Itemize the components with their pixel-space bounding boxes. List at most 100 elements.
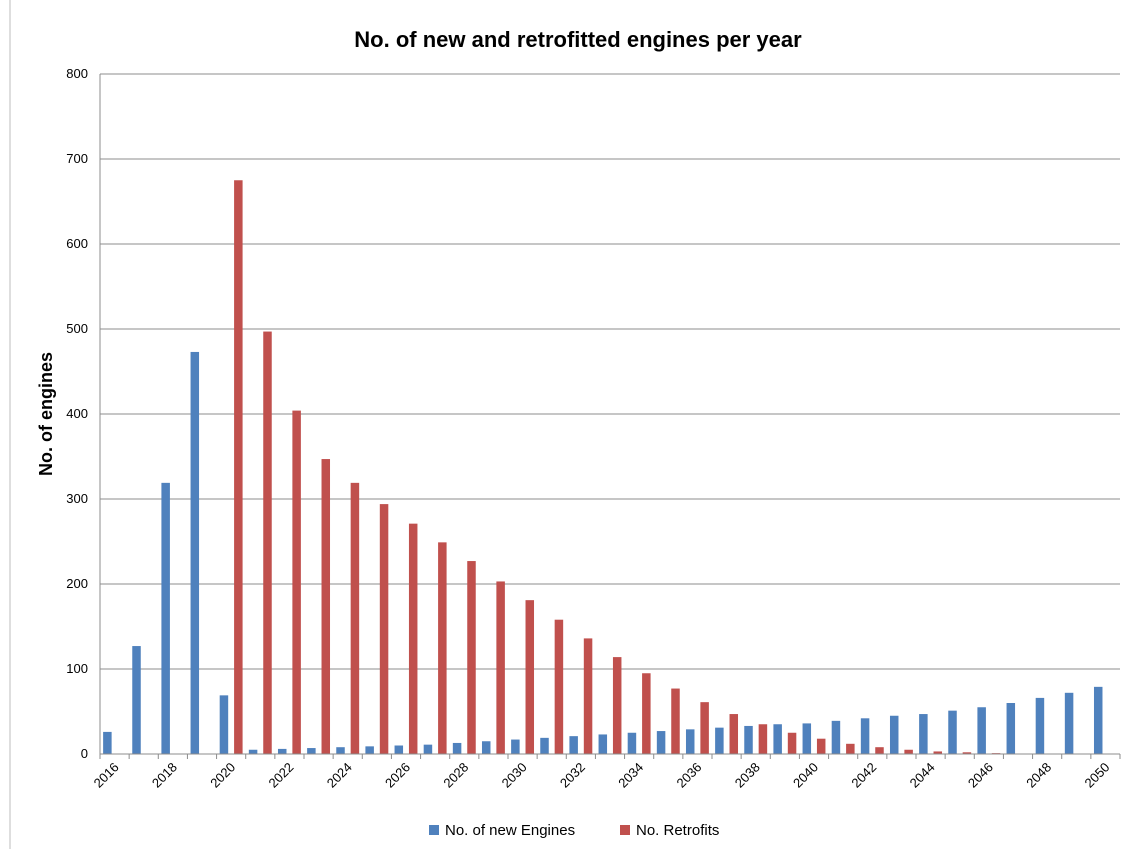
chart-title: No. of new and retrofitted engines per y… [354,27,802,52]
bar-series0-2020 [219,695,229,754]
bar-series1-2020 [234,180,243,754]
bar-series1-2037 [729,714,739,754]
x-tick-label-2048: 2048 [1023,760,1054,791]
bar-series1-2022 [292,410,301,754]
bar-series0-2037 [715,727,724,754]
bar-series0-2018 [161,482,170,754]
bar-series1-2025 [379,504,389,754]
bar-series1-2026 [408,523,418,754]
bar-series1-2033 [612,657,622,754]
bar-series0-2043 [889,715,899,754]
x-tick-label-2036: 2036 [673,760,704,791]
bar-series1-2045 [962,752,972,754]
bar-series0-2042 [860,718,870,754]
x-tick-label-2044: 2044 [907,760,938,791]
bar-series1-2036 [700,702,709,754]
bar-series0-2046 [977,707,986,754]
bar-series0-2021 [248,749,258,754]
y-tick-label-700: 700 [66,151,88,166]
x-tick-label-2038: 2038 [732,760,763,791]
bar-series0-2023 [307,748,316,754]
x-tick-label-2042: 2042 [848,760,879,791]
y-tick-label-800: 800 [66,66,88,81]
y-tick-label-0: 0 [81,746,88,761]
x-tick-label-2026: 2026 [382,760,413,791]
bar-series1-2038 [758,724,768,754]
legend-swatch-new-engines [429,825,439,835]
bar-series0-2016 [103,731,112,754]
bar-series1-2032 [583,638,593,754]
x-tick-label-2034: 2034 [615,760,646,791]
x-tick-label-2030: 2030 [499,760,530,791]
y-tick-label-600: 600 [66,236,88,251]
x-tick-label-2024: 2024 [324,760,355,791]
y-tick-label-400: 400 [66,406,88,421]
x-tick-label-2020: 2020 [207,760,238,791]
bar-series0-2031 [540,737,549,754]
bar-series1-2028 [467,561,476,754]
bar-series0-2033 [598,734,608,754]
y-tick-label-500: 500 [66,321,88,336]
bar-series1-2035 [671,688,680,754]
bar-series1-2021 [263,331,272,754]
bar-series0-2019 [190,351,200,754]
bar-series1-2042 [875,747,884,754]
y-tick-label-200: 200 [66,576,88,591]
legend: No. of new Engines No. Retrofits [429,822,719,839]
bar-series1-2034 [642,673,651,754]
bar-series0-2041 [831,720,841,754]
bar-series0-2038 [744,725,753,754]
bar-series0-2035 [656,731,666,754]
x-tick-label-2046: 2046 [965,760,996,791]
bar-series1-2039 [787,732,797,754]
bar-series0-2036 [685,729,695,754]
bars [103,180,1103,754]
y-axis-label: No. of engines [36,352,56,476]
bar-series1-2043 [904,749,913,754]
y-tick-label-100: 100 [66,661,88,676]
bar-series1-2044 [933,751,943,754]
bar-series0-2032 [569,736,578,754]
bar-series1-2029 [496,581,505,754]
bar-series1-2027 [438,542,447,754]
bar-series0-2030 [511,739,520,754]
bar-series0-2026 [394,745,404,754]
bar-series0-2029 [481,741,491,754]
x-tick-label-2018: 2018 [149,760,180,791]
bar-series1-2030 [525,600,535,754]
bar-series0-2027 [423,744,433,754]
legend-swatch-retrofits [620,825,630,835]
bar-series0-2047 [1006,703,1016,754]
legend-label-new-engines: No. of new Engines [445,822,575,839]
x-tick-label-2028: 2028 [440,760,471,791]
bar-series0-2034 [627,732,637,754]
bar-series0-2025 [365,746,374,754]
bar-series0-2045 [948,710,957,754]
bar-series1-2041 [846,743,855,754]
y-tick-label-300: 300 [66,491,88,506]
x-tick-labels: 2016 2018 2020 2022 2024 2026 2028 2030 2032 2034… [91,760,1113,791]
x-tick-label-2050: 2050 [1081,760,1112,791]
bar-series0-2049 [1064,692,1074,754]
x-tick-label-2022: 2022 [265,760,296,791]
bar-series0-2040 [802,723,812,754]
bar-series1-2024 [350,482,360,754]
bar-series0-2048 [1035,697,1045,754]
bar-series0-2017 [132,646,141,754]
bar-series0-2039 [773,724,782,754]
bar-series1-2031 [554,619,564,754]
axes [99,74,1121,759]
bar-series1-2023 [321,459,331,754]
bar-series0-2028 [452,742,462,754]
x-tick-label-2032: 2032 [557,760,588,791]
bar-series1-2040 [816,738,826,754]
gridlines [100,73,1120,670]
x-tick-label-2040: 2040 [790,760,821,791]
bar-series0-2022 [277,748,287,754]
y-tick-labels: 0 100 200 300 400 500 600 700 800 [66,66,88,761]
bar-series0-2044 [919,714,928,754]
x-tick-label-2016: 2016 [91,760,122,791]
bar-series0-2024 [336,747,345,754]
